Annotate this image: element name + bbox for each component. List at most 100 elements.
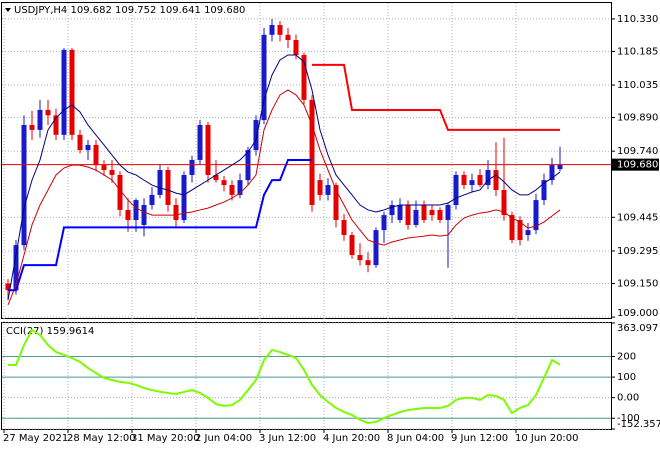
candle-body: [261, 34, 267, 121]
candle-body: [509, 215, 515, 240]
candle-body: [501, 189, 507, 216]
chart-title: USDJPY,H4 109.682 109.752 109.641 109.68…: [14, 5, 245, 16]
candle-body: [29, 124, 35, 130]
candle-body: [469, 180, 475, 186]
candle-body: [357, 255, 363, 261]
y-tick-label: -152.357: [617, 419, 660, 430]
y-tick-label: 109.150: [617, 278, 658, 289]
candle-body: [333, 185, 339, 221]
candle-body: [405, 205, 411, 225]
x-tick-label: 28 May 12:00: [67, 433, 136, 444]
candle-body: [37, 109, 43, 130]
cci-panel-frame: [1, 322, 612, 430]
candle-body: [389, 205, 395, 216]
candle-body: [77, 134, 83, 151]
candle-body: [189, 159, 195, 175]
y-tick-label: 100: [617, 372, 636, 383]
x-tick-label: 31 May 20:00: [131, 433, 200, 444]
candle-body: [437, 209, 443, 221]
candle-body: [493, 170, 499, 190]
y-tick-label: 109.740: [617, 146, 658, 157]
candle-body: [181, 174, 187, 221]
candle-body: [477, 174, 483, 186]
candle-body: [253, 120, 259, 151]
candle-body: [541, 180, 547, 201]
candle-body: [157, 170, 163, 195]
x-tick-label: 3 Jun 12:00: [259, 433, 316, 444]
candle-body: [341, 220, 347, 236]
y-tick-label: 110.185: [617, 46, 658, 57]
candle-body: [269, 24, 275, 35]
current-price-label: 109.680: [617, 160, 658, 171]
candle-body: [533, 200, 539, 231]
candle-body: [53, 115, 59, 135]
candle-body: [93, 144, 99, 166]
candle-body: [229, 185, 235, 195]
y-tick-label: 109.295: [617, 246, 658, 257]
x-tick-label: 27 May 2021: [3, 433, 68, 444]
indicator-title: CCI(27) 159.9614: [6, 326, 94, 337]
candle-body: [557, 164, 563, 170]
candle-body: [445, 205, 451, 221]
indicator-line: [7, 54, 561, 301]
candle-body: [317, 180, 323, 195]
candle-body: [381, 215, 387, 231]
y-tick-label: 110.330: [617, 14, 658, 25]
candle-body: [349, 235, 355, 255]
current-price-box: [612, 158, 659, 171]
candle-body: [325, 185, 331, 195]
candle-body: [301, 55, 307, 100]
candle-body: [165, 170, 171, 206]
x-tick-label: 9 Jun 12:00: [451, 433, 508, 444]
candle-body: [221, 180, 227, 186]
candle-body: [485, 170, 491, 186]
y-tick-label: 0.00: [617, 393, 639, 404]
candle-body: [133, 200, 139, 221]
x-tick-label: 10 Jun 20:00: [515, 433, 579, 444]
candle-body: [5, 283, 11, 291]
candle-body: [309, 99, 315, 206]
indicator-line: [7, 89, 561, 306]
candle-body: [293, 39, 299, 56]
candle-body: [421, 205, 427, 221]
candle-body: [205, 124, 211, 175]
candle-body: [429, 209, 435, 216]
candle-body: [109, 170, 115, 175]
candle-body: [365, 260, 371, 266]
candle-body: [373, 230, 379, 266]
indicator-line: [8, 158, 312, 292]
x-tick-label: 8 Jun 04:00: [387, 433, 444, 444]
x-tick-label: 2 Jun 04:00: [195, 433, 252, 444]
candle-body: [277, 24, 283, 35]
candle-body: [453, 174, 459, 206]
y-tick-label: 200: [617, 352, 636, 363]
candle-body: [85, 144, 91, 151]
candle-body: [517, 220, 523, 240]
candle-body: [141, 205, 147, 225]
candle-body: [549, 165, 555, 181]
y-tick-label: 363.097: [617, 323, 658, 334]
main-panel-frame: [1, 2, 612, 319]
y-tick-label: 109.445: [617, 212, 658, 223]
candle-body: [117, 174, 123, 210]
candle-body: [13, 245, 19, 291]
candle-body: [69, 49, 75, 135]
candle-body: [525, 230, 531, 236]
candle-body: [101, 165, 107, 171]
candle-body: [285, 34, 291, 40]
y-tick-label: 110.035: [617, 80, 658, 91]
candle-body: [125, 209, 131, 221]
indicator-line: [8, 328, 561, 424]
candle-body: [237, 180, 243, 195]
y-tick-label: 109.000: [617, 308, 658, 319]
candle-body: [173, 205, 179, 221]
menu-triangle: [5, 8, 11, 12]
y-tick-label: -100: [617, 413, 640, 424]
candle-body: [21, 124, 27, 246]
indicator-line: [312, 63, 560, 131]
y-tick-label: 109.890: [617, 113, 658, 124]
candle-body: [61, 49, 67, 135]
